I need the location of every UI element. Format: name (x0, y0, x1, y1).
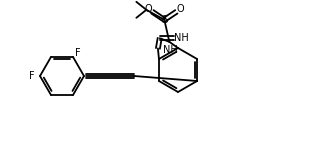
Text: O: O (145, 4, 152, 14)
Text: O: O (177, 4, 184, 14)
Text: S: S (161, 15, 168, 25)
Text: NH: NH (174, 33, 189, 43)
Text: F: F (75, 48, 81, 58)
Text: F: F (29, 71, 35, 81)
Text: NH: NH (162, 45, 177, 55)
